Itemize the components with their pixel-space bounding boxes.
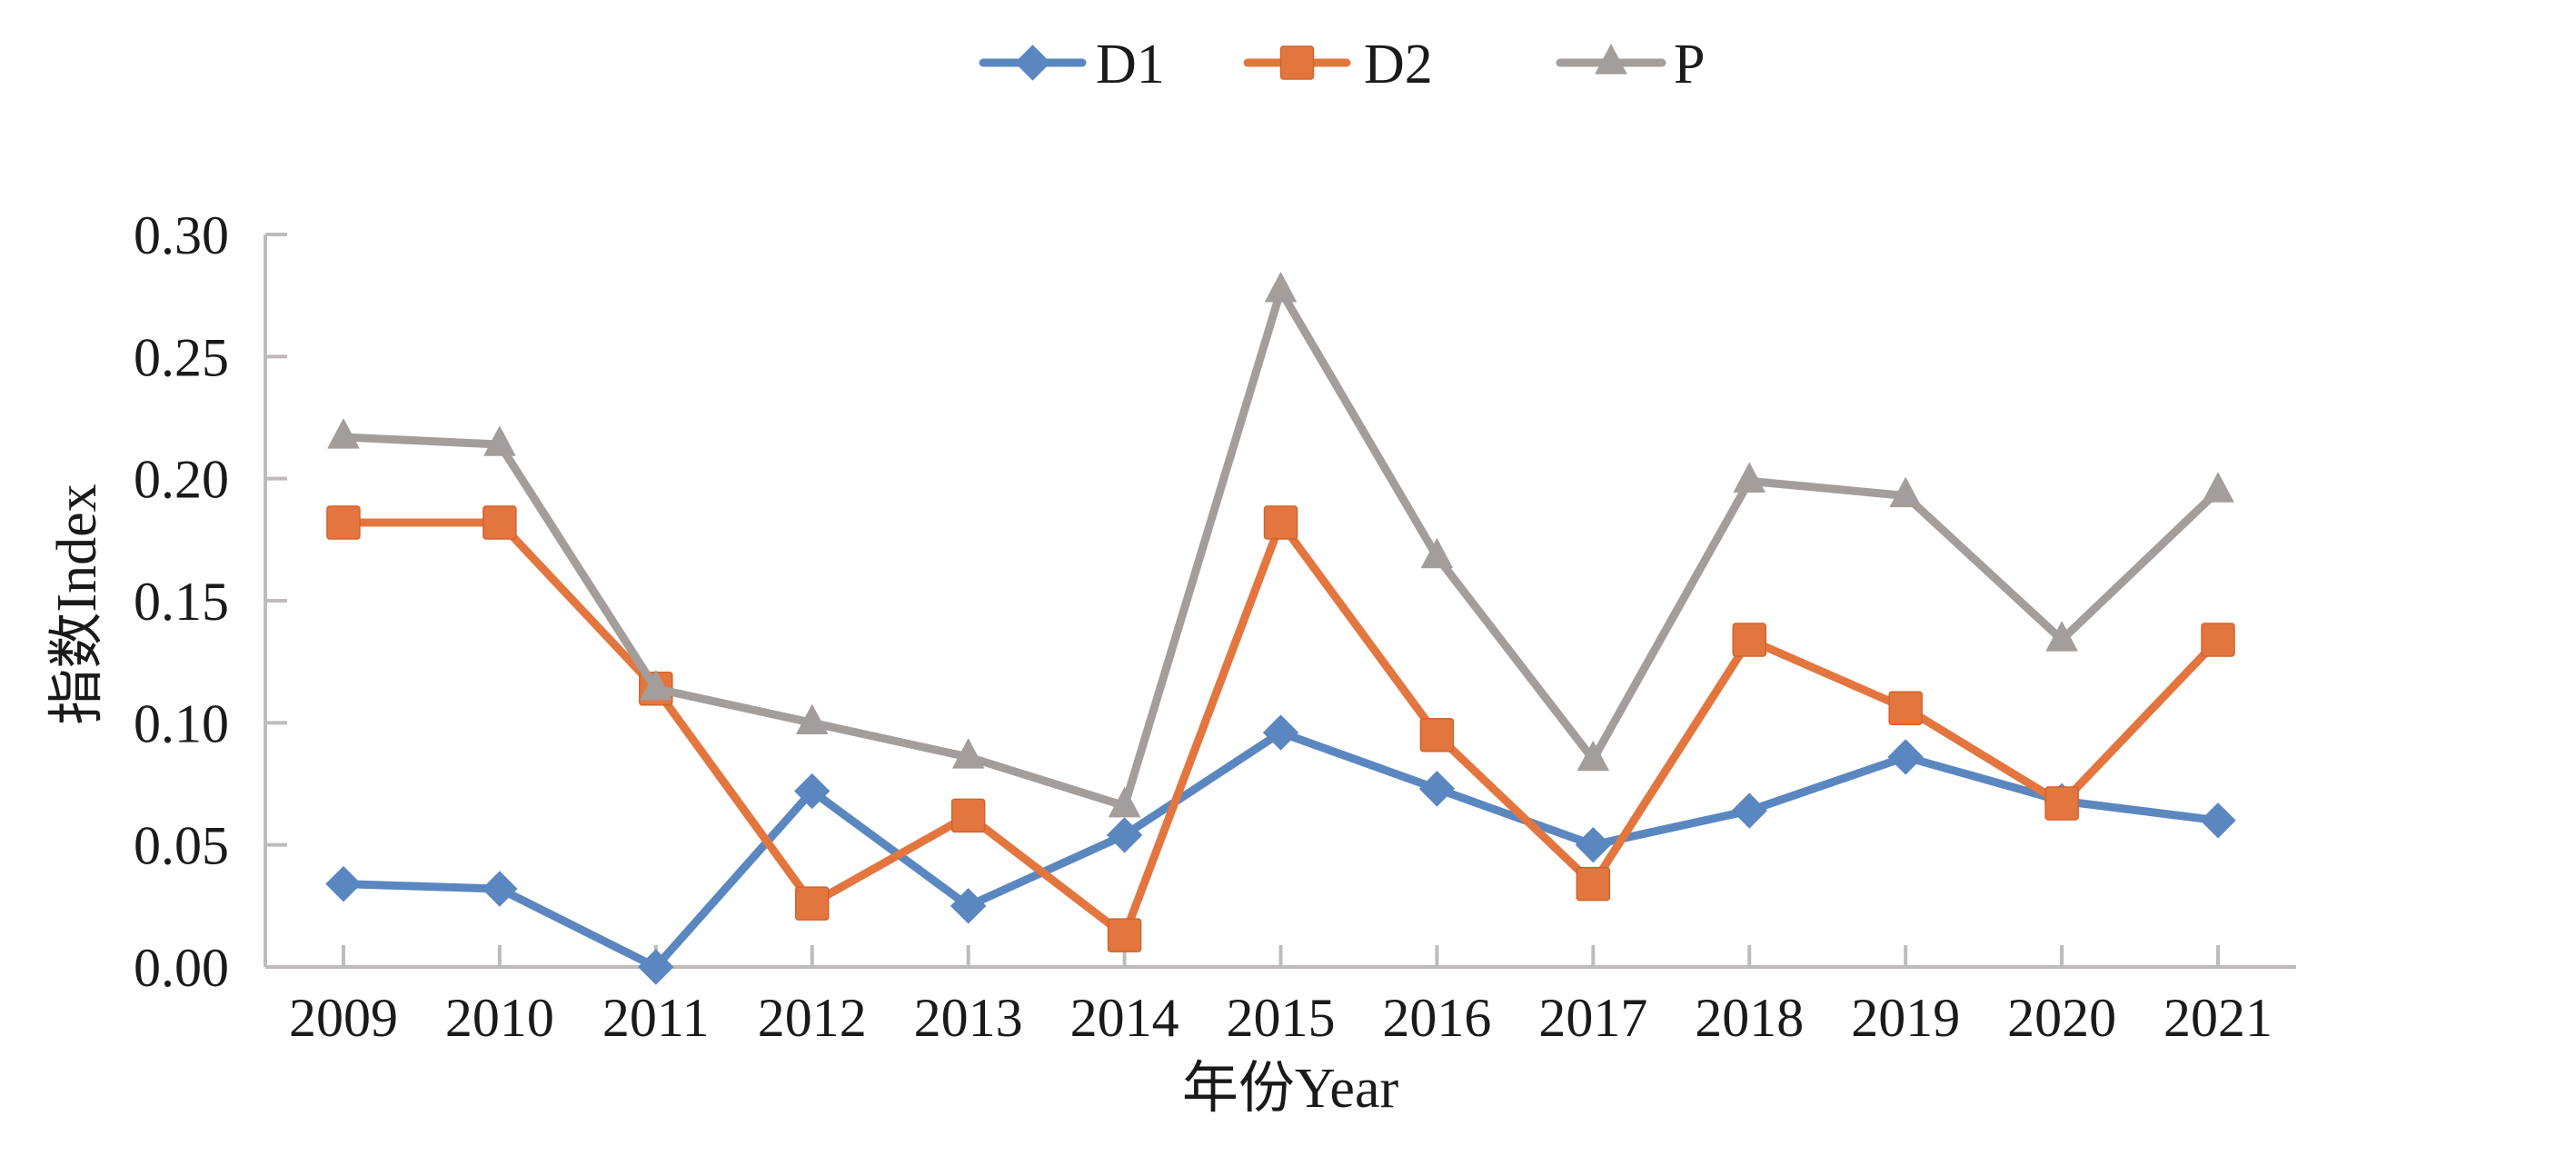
x-tick-label: 2013 [914,988,1023,1048]
data-point-d2-2010 [482,505,517,540]
data-point-d2-2016 [1419,718,1455,752]
data-point-p-2011 [640,670,672,701]
data-point-d2-2020 [2044,786,2079,821]
data-point-p-2021 [2202,472,2234,503]
y-tick-label: 0.20 [134,450,229,510]
legend-marker-d2 [1279,45,1315,80]
y-tick-label: 0.25 [134,327,229,387]
legend-label-d1: D1 [1096,34,1165,95]
data-point-p-2017 [1576,741,1609,772]
legend-item-p: P [1556,34,1705,95]
x-tick-label: 2010 [445,988,554,1048]
legend-item-d1: D1 [979,34,1165,95]
data-point-p-2009 [327,418,360,449]
series-line-d1 [339,728,2223,972]
data-point-d1-2017 [1575,826,1612,863]
data-point-d2-2021 [2201,623,2235,657]
data-point-p-2020 [2045,621,2078,652]
legend-marker-p [1595,44,1627,75]
data-point-p-2014 [1109,787,1141,818]
data-point-p-2019 [1889,477,1922,508]
x-tick-label: 2012 [758,988,867,1048]
x-tick-label: 2015 [1227,988,1336,1048]
x-tick-label: 2014 [1070,988,1179,1048]
x-tick-label: 2009 [289,988,398,1048]
y-tick-label: 0.30 [134,205,229,265]
data-point-d1-2016 [1418,771,1456,807]
x-tick-label: 2021 [2163,988,2273,1048]
data-point-d2-2009 [326,505,361,540]
data-point-p-2010 [483,425,516,456]
data-point-d1-2021 [2200,802,2236,839]
x-tick-label: 2019 [1851,988,1960,1048]
data-point-d1-2019 [1887,739,1924,775]
x-tick-label: 2017 [1538,988,1647,1048]
y-tick-label: 0.05 [134,816,229,876]
y-tick-label: 0.00 [134,938,229,998]
data-point-p-2012 [796,703,829,734]
data-point-d1-2018 [1731,792,1767,829]
legend: D1 D2 P [979,34,1705,95]
data-point-d2-2018 [1732,623,1767,657]
y-tick-label: 0.15 [134,572,229,632]
data-point-p-2015 [1265,272,1297,303]
data-point-d1-2013 [950,888,987,924]
data-point-p-2016 [1420,538,1453,569]
axes: 0.00 0.05 0.10 0.15 0.20 0.25 0.30 2009 2010 201… [134,205,2296,1048]
data-point-d2-2013 [950,798,986,833]
series-p [327,272,2234,818]
data-point-d1-2012 [794,772,830,810]
legend-marker-d1 [1014,45,1051,81]
data-point-d2-2015 [1263,505,1298,540]
series-d1 [325,714,2236,985]
data-point-d1-2015 [1262,714,1299,751]
data-point-p-2018 [1733,463,1765,493]
data-point-p-2013 [952,738,985,769]
x-tick-label: 2020 [2007,988,2116,1048]
legend-label-p: P [1674,34,1705,95]
data-point-d1-2010 [482,871,518,907]
x-axis-title: 年份Year [1182,1058,1399,1120]
data-point-d2-2014 [1107,918,1142,952]
y-tick-label: 0.10 [134,693,229,753]
data-point-d1-2014 [1106,817,1143,853]
x-ticks: 2009 2010 2011 2012 2013 2014 2015 2016 2017 2018… [289,945,2273,1048]
data-point-d2-2019 [1888,691,1923,725]
x-tick-label: 2018 [1695,988,1804,1048]
x-tick-label: 2011 [602,988,710,1048]
data-point-d2-2012 [794,886,830,921]
data-point-d1-2009 [325,865,362,902]
y-ticks: 0.00 0.05 0.10 0.15 0.20 0.25 0.30 [134,205,287,998]
x-tick-label: 2016 [1382,988,1491,1048]
data-point-d2-2017 [1576,866,1611,902]
y-axis-title: 指数Index [46,483,108,724]
legend-item-d2: D2 [1243,34,1433,95]
data-point-d1-2011 [638,949,674,985]
legend-label-d2: D2 [1364,34,1433,95]
series-layer [325,272,2236,985]
